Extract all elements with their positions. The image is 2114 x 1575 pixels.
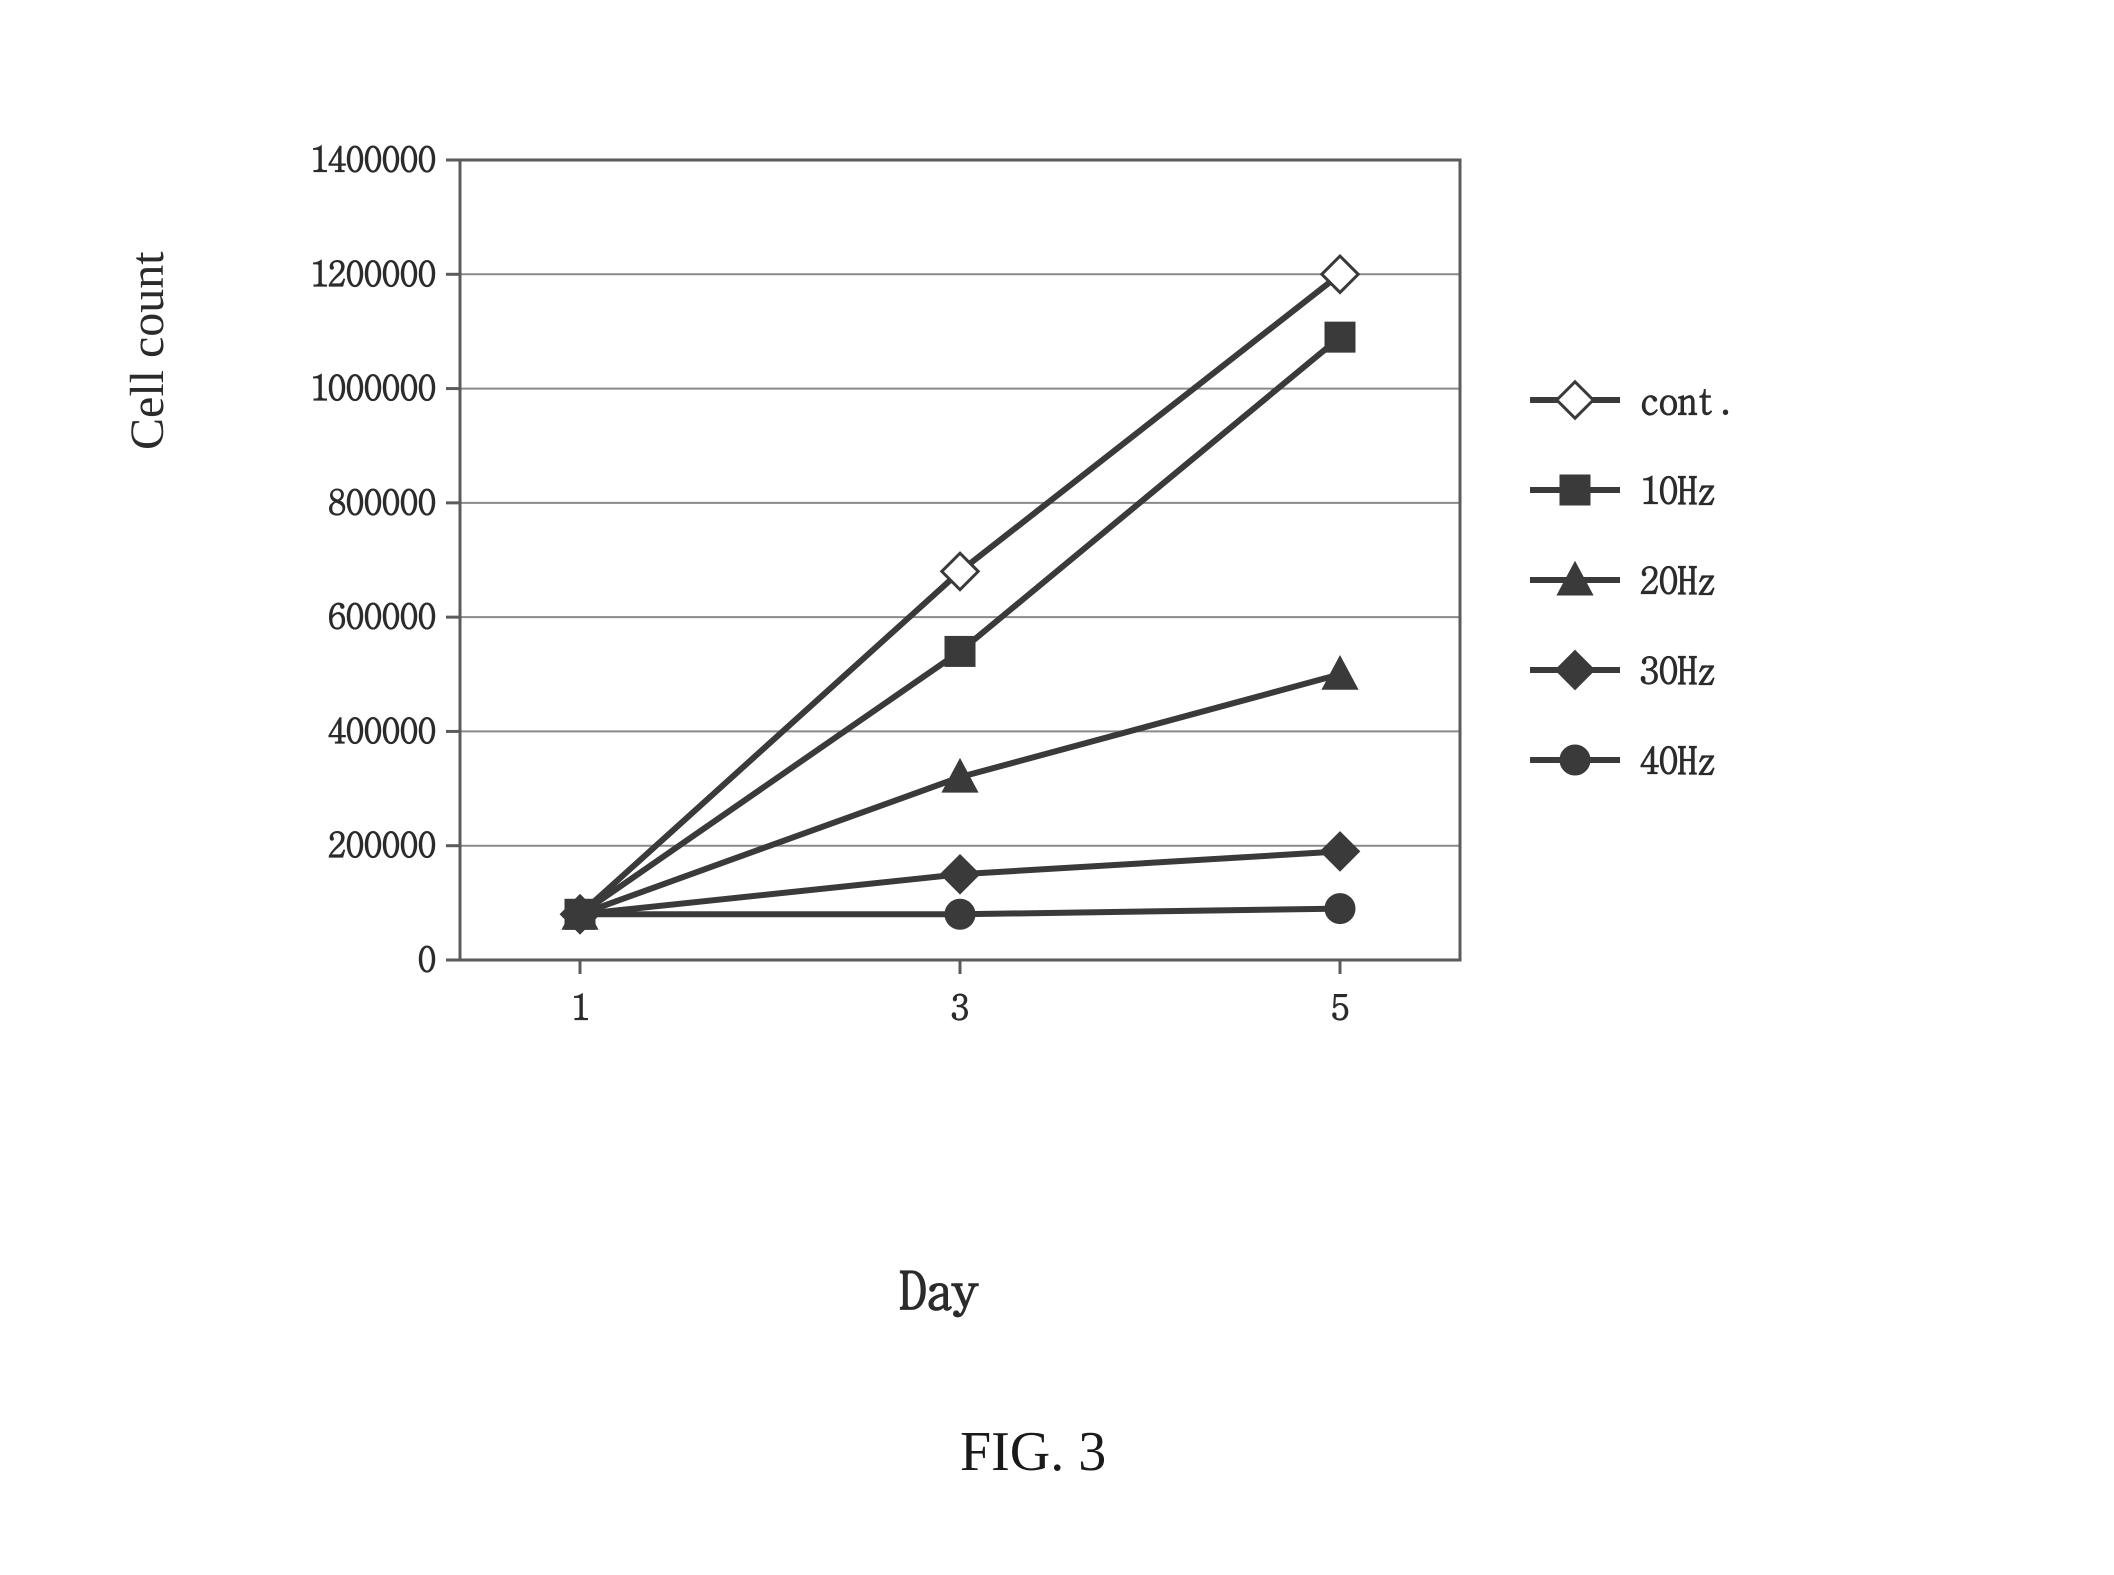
legend-label: 20Hz (1640, 551, 1716, 605)
x-tick-label: 3 (951, 980, 969, 1031)
y-tick-label: 800000 (328, 475, 436, 526)
circle-marker (1561, 746, 1589, 774)
diamond-marker (1322, 833, 1358, 869)
y-tick-label: 1200000 (310, 246, 436, 297)
figure-caption: FIG. 3 (960, 1420, 1106, 1484)
y-axis-label: Cell count (120, 251, 175, 450)
y-tick-label: 1000000 (310, 361, 436, 412)
x-axis-label: Day (900, 1250, 978, 1324)
legend-label: 30Hz (1640, 641, 1716, 695)
series-line (580, 337, 1340, 914)
square-marker (1561, 476, 1589, 504)
diamond-marker (942, 856, 978, 892)
diamond-marker (1557, 652, 1593, 688)
x-tick-label: 5 (1331, 980, 1349, 1031)
square-marker (1326, 323, 1354, 351)
series-line (580, 274, 1340, 914)
triangle-marker (1324, 658, 1356, 688)
chart-container: 0 200000 400000 600000 800000 1000000 1200000 1… (240, 120, 1890, 1170)
legend-label: cont. (1640, 371, 1735, 425)
circle-marker (1326, 895, 1354, 923)
y-tick-label: 400000 (328, 703, 436, 754)
y-tick-label: 200000 (328, 818, 436, 869)
diamond-marker (1557, 382, 1593, 418)
legend-label: 10Hz (1640, 461, 1716, 515)
square-marker (946, 637, 974, 665)
y-tick-label: 600000 (328, 589, 436, 640)
circle-marker (566, 900, 594, 928)
y-tick-label: 1400000 (310, 132, 436, 183)
legend-label: 40Hz (1640, 731, 1716, 785)
y-tick-label: 0 (418, 932, 436, 983)
line-chart: 0 200000 400000 600000 800000 1000000 1200000 1… (240, 120, 1890, 1170)
x-tick-label: 1 (571, 980, 589, 1031)
circle-marker (946, 900, 974, 928)
